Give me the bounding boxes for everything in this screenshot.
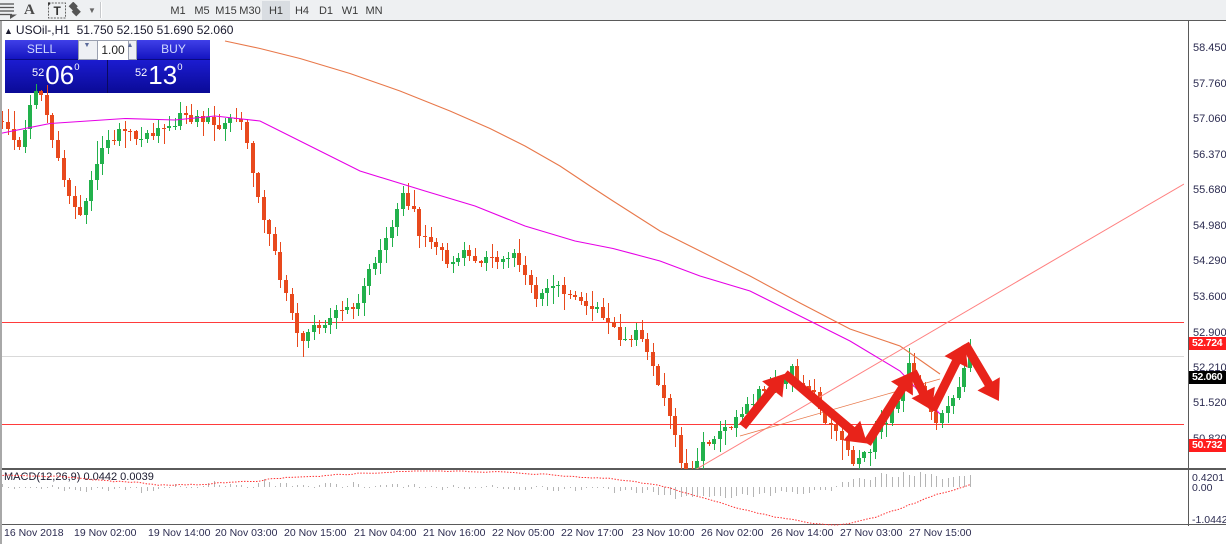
svg-text:T: T [54, 4, 62, 18]
